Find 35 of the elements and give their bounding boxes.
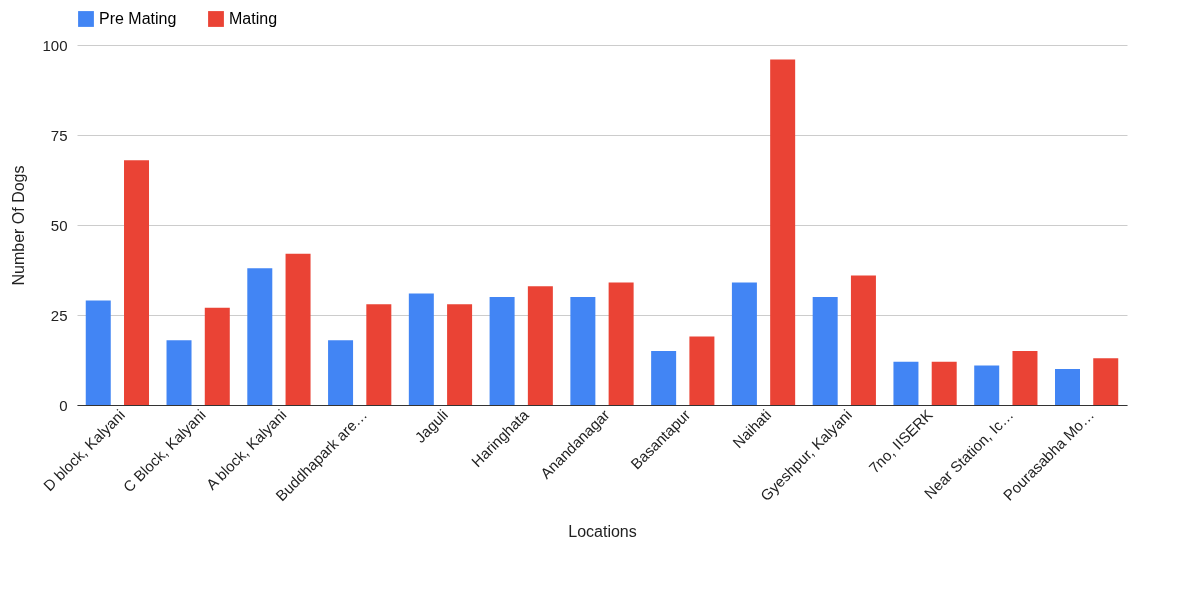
bar <box>1012 351 1038 405</box>
y-tick-label: 75 <box>50 126 68 144</box>
bar <box>285 253 311 405</box>
bar <box>85 300 111 405</box>
bar <box>489 297 515 405</box>
bar <box>931 361 957 405</box>
legend-label: Pre Mating <box>99 10 177 27</box>
bar <box>608 282 634 405</box>
bar <box>689 336 715 405</box>
bar <box>247 268 273 405</box>
bar <box>124 160 150 405</box>
bar <box>447 304 473 405</box>
bar <box>570 297 596 405</box>
bar <box>893 361 919 405</box>
y-tick-label: 50 <box>50 216 68 234</box>
bar <box>527 286 553 405</box>
x-axis-title: Locations <box>568 523 637 541</box>
bar <box>974 365 1000 405</box>
bar <box>1093 358 1119 405</box>
bar <box>328 340 354 405</box>
bar <box>408 293 434 405</box>
y-tick-label: 100 <box>42 36 68 54</box>
bar <box>812 297 838 405</box>
bar <box>166 340 192 405</box>
bar <box>204 307 230 405</box>
bar <box>1054 369 1080 405</box>
legend-label: Mating <box>229 10 278 27</box>
y-tick-label: 25 <box>50 306 68 324</box>
bar <box>731 282 757 405</box>
bar <box>366 304 392 405</box>
y-axis-title: Number Of Dogs <box>10 165 28 286</box>
bar <box>651 351 677 405</box>
bar <box>850 275 876 405</box>
bar <box>770 59 796 405</box>
y-tick-label: 0 <box>59 396 68 414</box>
